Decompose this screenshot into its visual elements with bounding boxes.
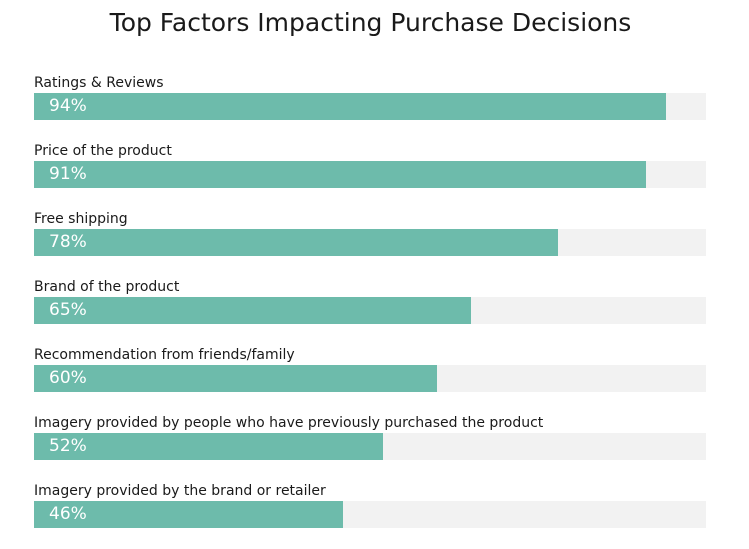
value-label: 94%	[49, 96, 87, 116]
bar-track: 60%	[34, 365, 706, 392]
value-label: 52%	[49, 436, 87, 456]
bar-track: 65%	[34, 297, 706, 324]
value-label: 91%	[49, 164, 87, 184]
category-label: Imagery provided by the brand or retaile…	[34, 483, 326, 499]
bar-row: Ratings & Reviews 94%	[34, 73, 706, 141]
bar-row: Free shipping 78%	[34, 209, 706, 277]
value-label: 78%	[49, 232, 87, 252]
chart-title: Top Factors Impacting Purchase Decisions	[109, 8, 632, 37]
bar-row: Recommendation from friends/family 60%	[34, 345, 706, 413]
bar-track: 46%	[34, 501, 706, 528]
bar-chart: Ratings & Reviews 94% Price of the product…	[34, 73, 706, 549]
bar-track: 91%	[34, 161, 706, 188]
bar-row: Imagery provided by people who have prev…	[34, 413, 706, 481]
bar: 94%	[34, 93, 666, 120]
bar-row: Imagery provided by the brand or retaile…	[34, 481, 706, 549]
bar-track: 78%	[34, 229, 706, 256]
bar: 46%	[34, 501, 344, 528]
value-label: 65%	[49, 300, 87, 320]
bar-track: 94%	[34, 93, 706, 120]
bar: 91%	[34, 161, 646, 188]
category-label: Ratings & Reviews	[34, 75, 164, 91]
bar: 78%	[34, 229, 559, 256]
bar: 60%	[34, 365, 438, 392]
bar-track: 52%	[34, 433, 706, 460]
category-label: Imagery provided by people who have prev…	[34, 415, 544, 431]
value-label: 60%	[49, 368, 87, 388]
bar-row: Price of the product 91%	[34, 141, 706, 209]
category-label: Recommendation from friends/family	[34, 347, 295, 363]
value-label: 46%	[49, 504, 87, 524]
category-label: Free shipping	[34, 211, 128, 227]
bar: 65%	[34, 297, 471, 324]
bar: 52%	[34, 433, 384, 460]
category-label: Price of the product	[34, 143, 172, 159]
category-label: Brand of the product	[34, 279, 180, 295]
bar-row: Brand of the product 65%	[34, 277, 706, 345]
